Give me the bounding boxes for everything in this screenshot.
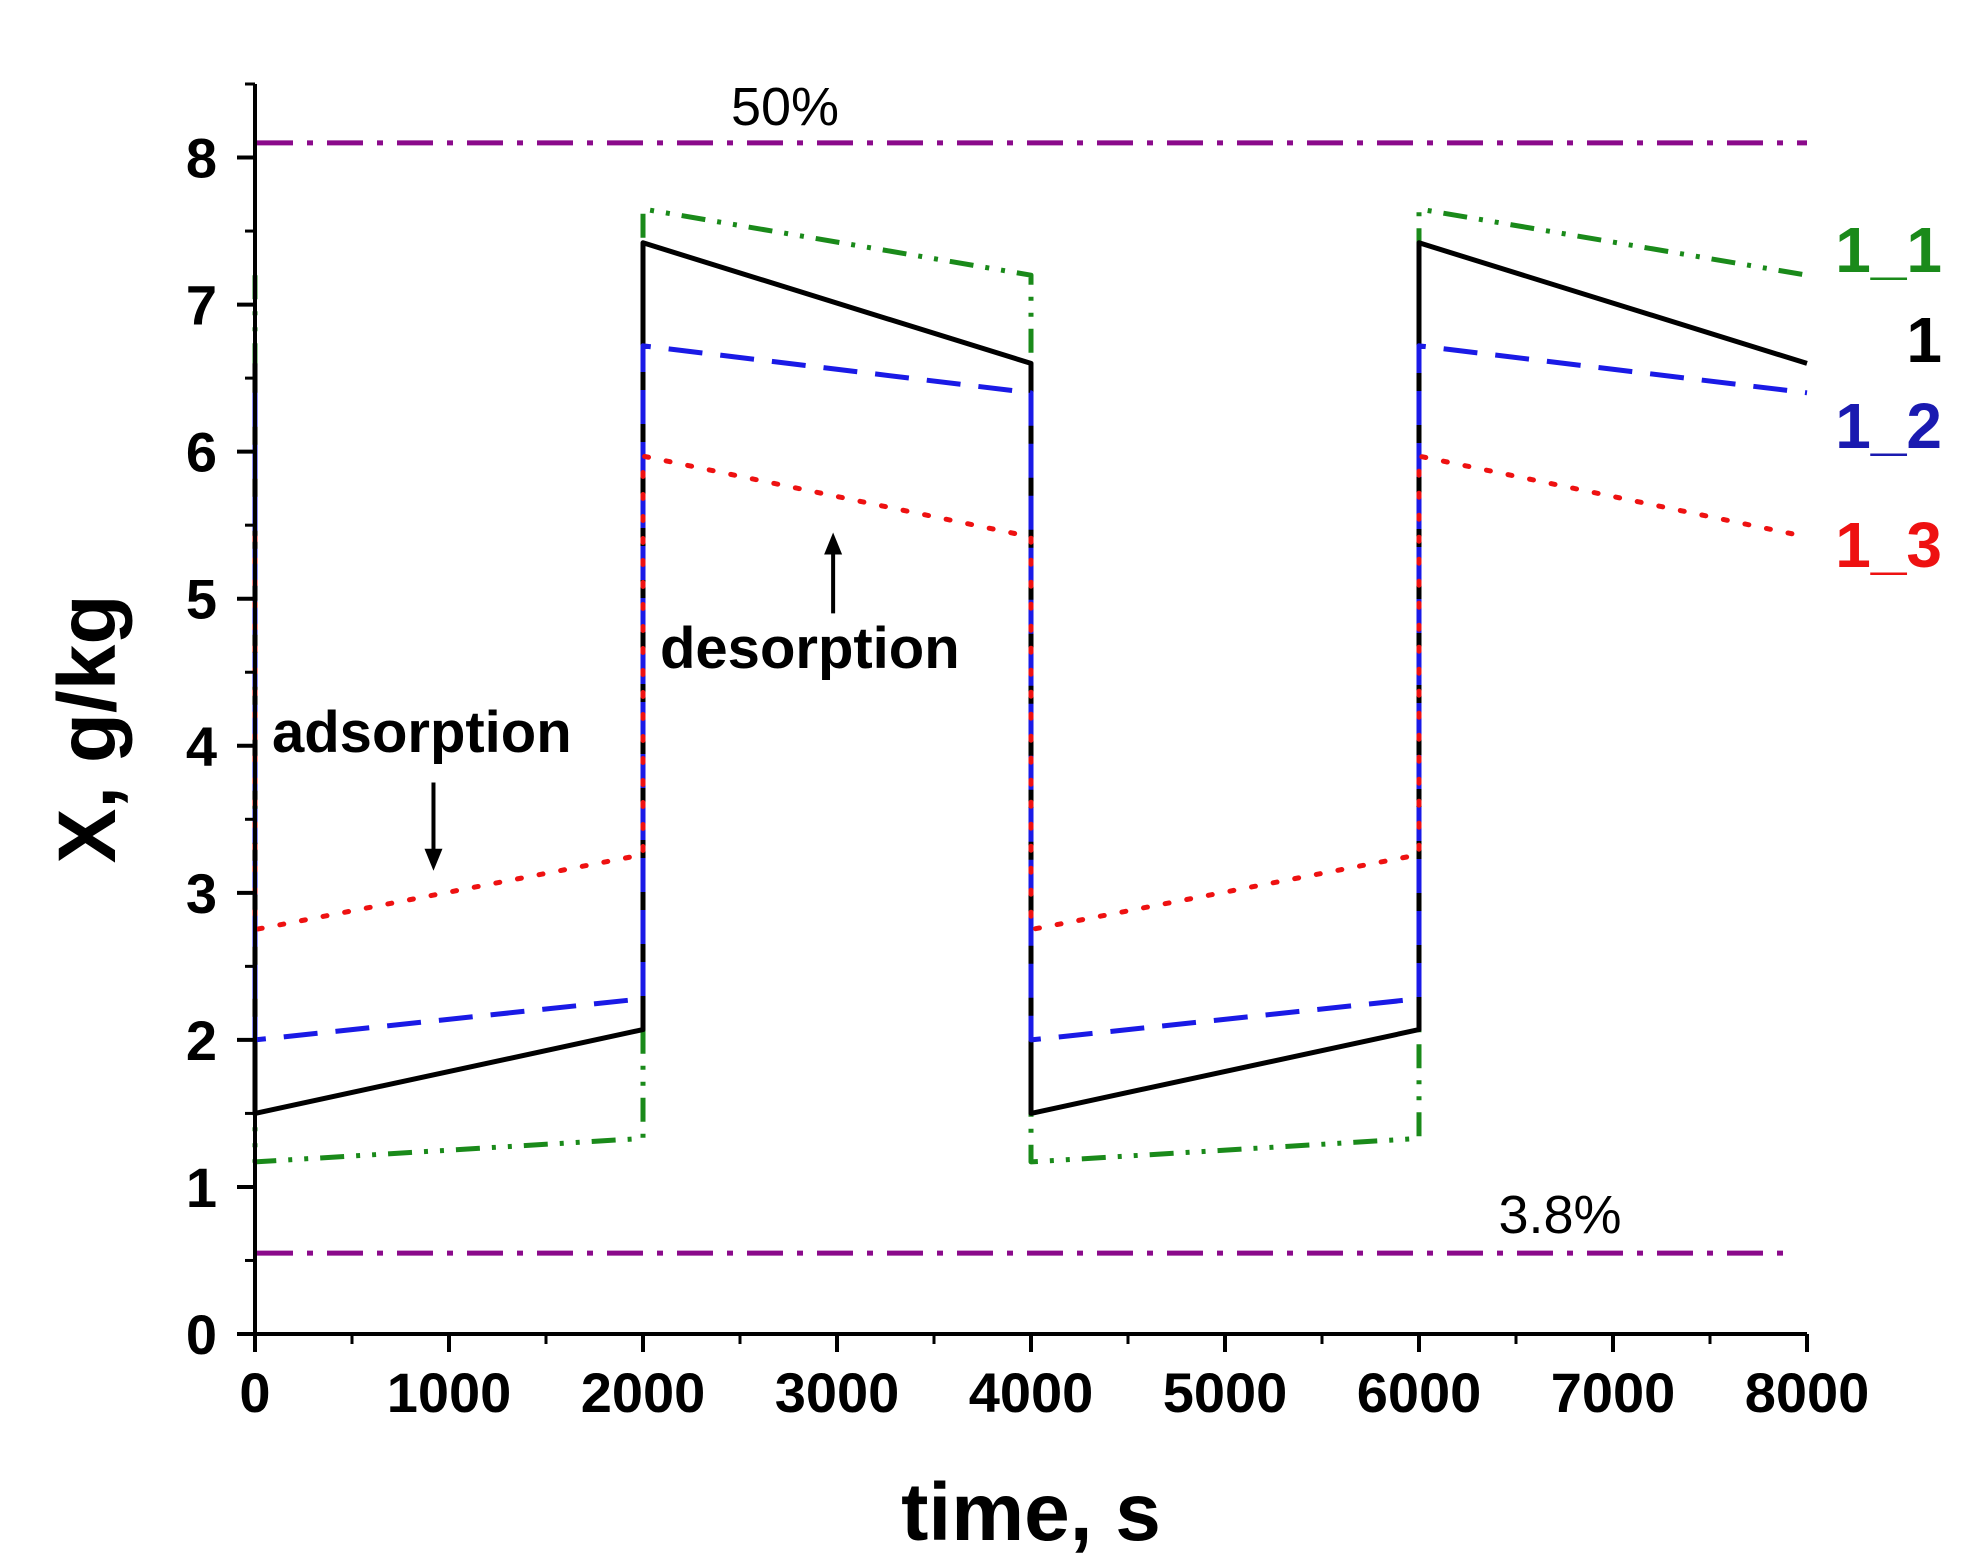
annotation-arrowhead-2 bbox=[824, 532, 843, 555]
series-label-1-3: 1_3 bbox=[1835, 509, 1942, 581]
y-tick-label: 6 bbox=[186, 421, 217, 484]
reference-lines: 50% 3.8% bbox=[257, 77, 1807, 1256]
y-tick-label: 4 bbox=[186, 715, 217, 778]
data-series bbox=[252, 206, 1810, 1165]
annotation-desorption: desorption bbox=[660, 616, 960, 681]
annotation-arrowhead-1 bbox=[424, 848, 443, 871]
x-tick-label: 3000 bbox=[775, 1361, 900, 1424]
series-label-1: 1 bbox=[1906, 304, 1942, 376]
y-tick-label: 3 bbox=[186, 862, 217, 925]
series-labels: 1_1 1 1_2 1_3 bbox=[1835, 214, 1942, 581]
y-tick-label: 5 bbox=[186, 568, 217, 631]
annotation-adsorption: adsorption bbox=[272, 700, 572, 765]
annotations: adsorption desorption bbox=[272, 532, 960, 871]
series-line-1-3 bbox=[252, 453, 1810, 933]
x-tick-label: 4000 bbox=[969, 1361, 1094, 1424]
x-tick-label: 1000 bbox=[387, 1361, 512, 1424]
x-tick-label: 6000 bbox=[1357, 1361, 1482, 1424]
x-tick-label: 5000 bbox=[1163, 1361, 1288, 1424]
reference-line-label-2: 3.8% bbox=[1498, 1185, 1621, 1245]
x-axis-title: time, s bbox=[901, 1467, 1161, 1558]
y-tick-label: 8 bbox=[186, 127, 217, 190]
y-tick-label: 1 bbox=[186, 1156, 217, 1219]
series-label-1-2: 1_2 bbox=[1835, 390, 1942, 462]
y-tick-label: 0 bbox=[186, 1303, 217, 1366]
series-label-1-1: 1_1 bbox=[1835, 214, 1942, 286]
x-tick-label: 7000 bbox=[1551, 1361, 1676, 1424]
reference-line-label-1: 50% bbox=[731, 77, 839, 137]
y-axis-title: X, g/kg bbox=[42, 595, 133, 864]
x-tick-label: 0 bbox=[239, 1361, 270, 1424]
x-tick-label: 2000 bbox=[581, 1361, 706, 1424]
axes: 0 1000 2000 3000 4000 5000 6000 7000 8000 0 1 2 3 4 5 6… bbox=[42, 82, 1870, 1558]
y-tick-label: 2 bbox=[186, 1009, 217, 1072]
x-tick-label: 8000 bbox=[1745, 1361, 1870, 1424]
y-tick-label: 7 bbox=[186, 274, 217, 337]
